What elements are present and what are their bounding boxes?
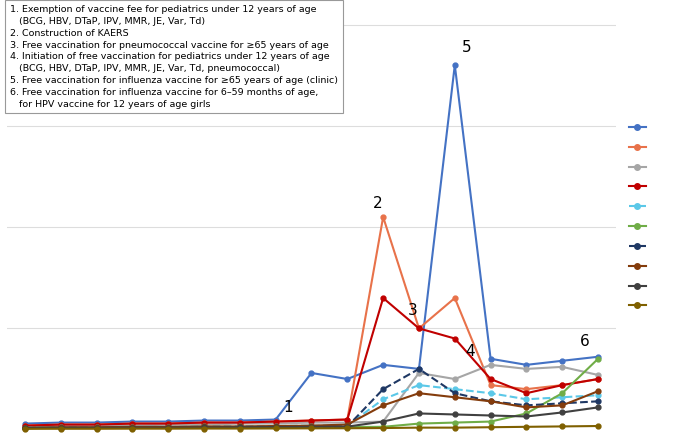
Text: 3: 3 bbox=[408, 303, 418, 318]
Text: 1. Exemption of vaccine fee for pediatrics under 12 years of age
   (BCG, HBV, D: 1. Exemption of vaccine fee for pediatri… bbox=[10, 5, 338, 108]
Text: 4: 4 bbox=[466, 344, 475, 359]
Text: 5: 5 bbox=[462, 40, 472, 55]
Legend: , , , , , , , , , : , , , , , , , , , bbox=[629, 121, 647, 313]
Text: 1: 1 bbox=[283, 401, 293, 415]
Text: 2: 2 bbox=[372, 196, 382, 211]
Text: 6: 6 bbox=[580, 334, 590, 349]
